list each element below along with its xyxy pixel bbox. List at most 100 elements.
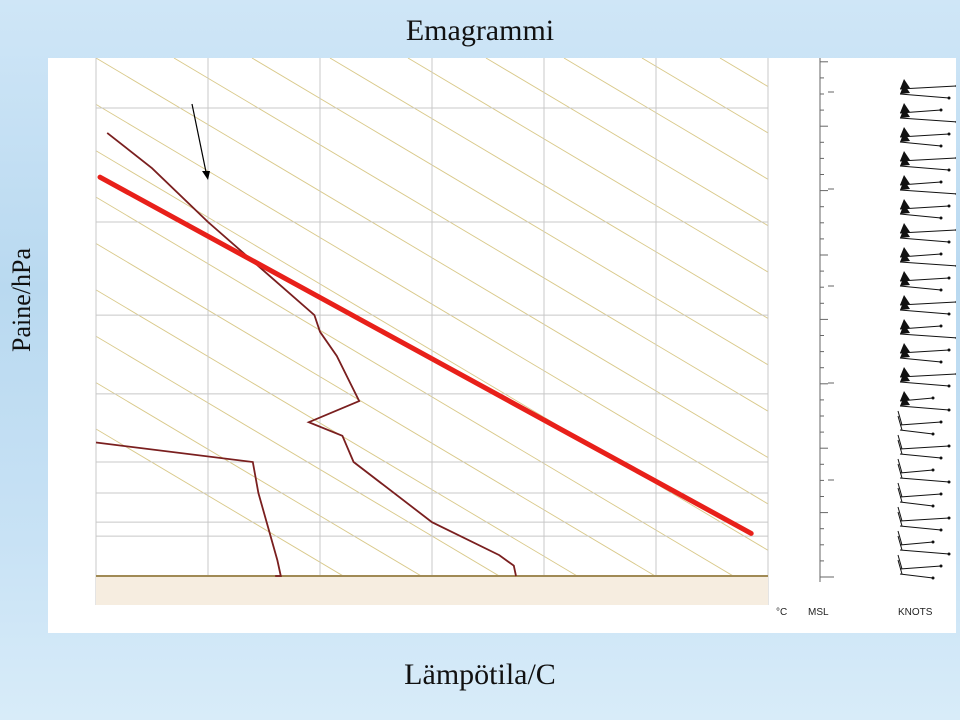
- wind-barb-flag: [900, 367, 910, 377]
- wind-barb-dot: [947, 516, 951, 520]
- slide-title: Emagrammi: [405, 14, 555, 47]
- wind-barb-staff: [899, 93, 950, 99]
- wind-barb-dot: [955, 228, 956, 232]
- wind-barb-staff: [899, 301, 956, 306]
- mixing-ratio-line: [329, 58, 768, 319]
- wind-barb-flag: [900, 391, 910, 401]
- wind-barb-flag: [900, 127, 910, 137]
- dry-adiabat-annotation: [97, 103, 754, 536]
- wind-barb-dot: [931, 504, 935, 508]
- wind-barb: [899, 79, 956, 90]
- wind-barb-dot: [939, 324, 943, 328]
- wind-barb-dot: [947, 276, 951, 280]
- wind-barb-staff: [899, 501, 934, 507]
- mixing-ratio-line: [96, 196, 768, 598]
- wind-barb-staff: [899, 157, 956, 162]
- wind-barb-staff: [899, 549, 950, 555]
- wind-barb: [899, 319, 943, 330]
- wind-barb-dot: [947, 312, 951, 316]
- temperature-line: [106, 132, 517, 577]
- wind-barb-staff: [899, 229, 956, 234]
- dry-adiabat-line: [97, 174, 754, 536]
- mixing-ratio-line: [251, 58, 768, 366]
- wind-barb-staff: [899, 541, 934, 546]
- wind-barb-feather: [897, 487, 903, 503]
- wind-barb-staff: [899, 109, 942, 114]
- wind-barb-dot: [947, 240, 951, 244]
- wind-barb-staff: [899, 141, 942, 147]
- wind-barb-dot: [939, 492, 943, 496]
- wind-barb-dot: [931, 576, 935, 580]
- wind-barb-feather: [897, 410, 903, 426]
- wind-barb-dot: [955, 372, 956, 376]
- wind-barb-staff: [899, 253, 942, 258]
- wind-barb-feather: [897, 511, 903, 527]
- wind-barb-dot: [947, 348, 951, 352]
- wind-barb: [897, 415, 935, 436]
- sounding-series: [96, 132, 517, 577]
- wind-barb-flag: [900, 343, 910, 353]
- wind-barb-dot: [939, 252, 943, 256]
- mixing-ratio-line: [485, 58, 768, 227]
- wind-barb-staff: [899, 277, 950, 282]
- wind-barb: [897, 434, 951, 450]
- mixing-ratio-line: [173, 58, 768, 412]
- wind-barb-feather: [897, 559, 903, 575]
- wind-barb-staff: [899, 333, 956, 339]
- wind-barb-feather: [897, 535, 903, 551]
- x-axis-title: Lämpötila/C: [404, 658, 556, 691]
- wind-barb-staff: [899, 381, 950, 387]
- wind-barb: [897, 458, 935, 474]
- wind-barb-flag: [900, 79, 910, 89]
- x-unit-label: °C: [776, 607, 787, 618]
- y-axis-title: Paine/hPa: [7, 248, 36, 352]
- mixing-ratio-line: [96, 428, 393, 605]
- wind-barb-dot: [931, 468, 935, 472]
- wind-barb-dot: [939, 108, 943, 112]
- wind-barb: [897, 410, 943, 426]
- wind-barb-staff: [899, 165, 950, 171]
- mixing-ratio-line: [96, 58, 768, 459]
- wind-barb-dot: [931, 540, 935, 544]
- wind-barb-dot: [947, 444, 951, 448]
- wind-barb: [899, 151, 956, 162]
- wind-barb-staff: [899, 261, 956, 267]
- wind-axis-label: KNOTS: [898, 607, 933, 618]
- wind-barb: [899, 199, 951, 210]
- wind-barb-dot: [939, 180, 943, 184]
- wind-barb-feather: [897, 415, 903, 431]
- wind-barb-dot: [947, 204, 951, 208]
- wind-barb-flag: [900, 223, 910, 233]
- wind-barb-flag: [900, 151, 910, 161]
- wind-barb-staff: [899, 181, 942, 186]
- wind-barb-staff: [899, 469, 934, 474]
- wind-barb-dot: [955, 84, 956, 88]
- wind-barb-staff: [899, 189, 956, 195]
- wind-barb-staff: [899, 405, 950, 411]
- wind-barb-dot: [939, 456, 943, 460]
- wind-barb: [897, 554, 943, 570]
- wind-barb: [899, 343, 951, 354]
- wind-axis-ticks: [828, 91, 834, 578]
- wind-barb: [897, 506, 951, 522]
- wind-barb: [897, 463, 951, 484]
- wind-barb-feather: [897, 482, 903, 498]
- wind-barb-flag: [900, 199, 910, 209]
- wind-barb-dot: [947, 480, 951, 484]
- wind-barb: [899, 247, 943, 258]
- wind-barb-flag: [900, 295, 910, 305]
- wind-barb-dot: [939, 420, 943, 424]
- wind-barb: [899, 103, 943, 114]
- mixing-ratio-line: [96, 335, 549, 605]
- wind-barb-staff: [899, 525, 942, 531]
- wind-barb-dot: [939, 360, 943, 364]
- wind-barb: [899, 175, 943, 186]
- wind-barb-dot: [947, 168, 951, 172]
- wind-barb-staff: [899, 453, 942, 459]
- dewpoint-line: [96, 441, 282, 577]
- wind-barb-staff: [899, 357, 942, 363]
- wind-barb-staff: [899, 309, 950, 315]
- mixing-ratio-line: [407, 58, 768, 273]
- wind-barb: [897, 559, 935, 580]
- wind-barb-staff: [899, 517, 950, 522]
